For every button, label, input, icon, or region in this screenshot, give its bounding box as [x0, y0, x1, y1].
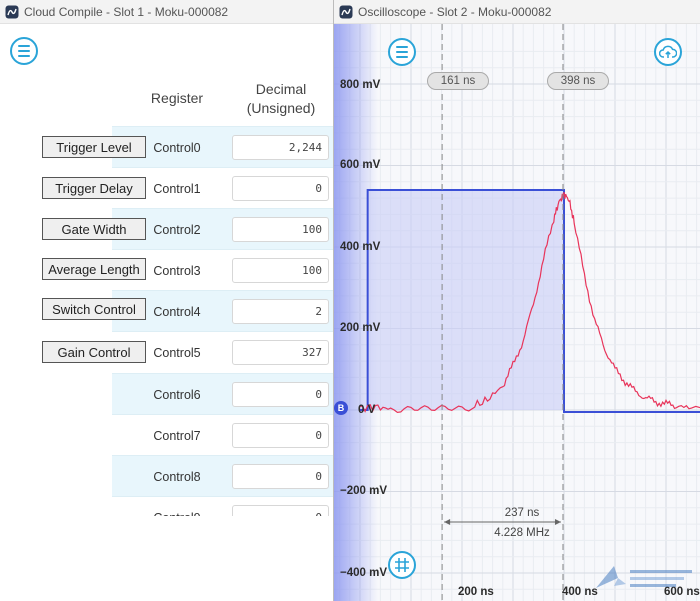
table-row: Control0 2,244 — [112, 126, 334, 167]
y-axis-label: −400 mV — [340, 567, 387, 579]
grid-toggle-icon[interactable] — [388, 551, 416, 579]
window-titlebar[interactable]: Cloud Compile - Slot 1 - Moku-000082 — [0, 0, 334, 24]
y-axis-label: 400 mV — [340, 241, 381, 253]
table-row: Control5 327 — [112, 331, 334, 372]
pulse-fill — [367, 189, 564, 410]
table-row: Control7 0 — [112, 414, 334, 455]
register-name: Control7 — [153, 428, 201, 443]
register-value-input[interactable]: 0 — [232, 382, 329, 407]
x-axis-label: 200 ns — [458, 586, 494, 598]
trigger-level-button[interactable]: Trigger Level — [42, 136, 146, 158]
delta-time-readout: 237 ns — [504, 507, 540, 519]
table-row: Control8 0 — [112, 455, 334, 496]
window-title: Oscilloscope - Slot 2 - Moku-000082 — [358, 4, 552, 19]
column-header-decimal-line1: Decimal — [255, 81, 307, 97]
y-axis-label: 0 V — [358, 404, 376, 416]
window-titlebar[interactable]: Oscilloscope - Slot 2 - Moku-000082 — [334, 0, 700, 24]
table-row: Control4 2 — [112, 290, 334, 331]
register-value-input[interactable]: 327 — [232, 340, 329, 365]
cursor-layer — [441, 24, 564, 601]
column-header-decimal: Decimal (Unsigned) — [232, 80, 330, 118]
menu-icon[interactable] — [10, 37, 38, 65]
register-value-input[interactable]: 0 — [232, 176, 329, 201]
register-value-input[interactable]: 100 — [232, 258, 329, 283]
y-axis-label: 200 mV — [340, 322, 381, 334]
delta-arrowhead-left — [444, 519, 451, 525]
moku-app-icon — [339, 5, 353, 18]
register-value-input[interactable]: 0 — [232, 464, 329, 489]
channel-b-trace — [359, 191, 700, 413]
delta-frequency-readout: 4.228 MHz — [494, 527, 550, 539]
column-header-register: Register — [150, 90, 204, 106]
register-name: Control0 — [153, 140, 201, 155]
cursor-a-label[interactable]: 161 ns — [427, 72, 489, 90]
trigger-delay-button[interactable]: Trigger Delay — [42, 177, 146, 199]
cloud-upload-icon[interactable] — [654, 38, 682, 66]
register-name: Control9 — [151, 497, 203, 517]
register-value-input[interactable]: 0 — [232, 423, 329, 448]
trace-layer — [359, 188, 700, 414]
x-axis-label: 600 ns — [664, 586, 700, 598]
table-row: Control3 100 — [112, 249, 334, 290]
register-name: Control5 — [153, 345, 201, 360]
y-axis-label: −200 mV — [340, 485, 387, 497]
table-row: Control2 100 — [112, 208, 334, 249]
gain-control-button[interactable]: Gain Control — [42, 341, 146, 363]
x-axis-label: 400 ns — [562, 586, 598, 598]
register-name: Control1 — [153, 181, 201, 196]
menu-icon[interactable] — [388, 38, 416, 66]
watermark-logo-icon — [596, 566, 692, 588]
register-name: Control3 — [153, 263, 201, 278]
moku-app-icon — [5, 5, 19, 18]
gate-width-button[interactable]: Gate Width — [42, 218, 146, 240]
channel-b-offset-marker[interactable]: B — [334, 401, 348, 415]
average-length-button[interactable]: Average Length — [42, 258, 146, 280]
window-title: Cloud Compile - Slot 1 - Moku-000082 — [24, 4, 229, 19]
table-row: Control6 0 — [112, 373, 334, 414]
y-axis-label: 800 mV — [340, 79, 381, 91]
register-value-input[interactable]: 0 — [232, 505, 329, 516]
register-name: Control4 — [153, 304, 201, 319]
cursor-b-label[interactable]: 398 ns — [547, 72, 609, 90]
oscilloscope-window: Oscilloscope - Slot 2 - Moku-000082 161 … — [333, 0, 700, 601]
switch-control-button[interactable]: Switch Control — [42, 298, 146, 320]
table-row: Control1 0 — [112, 167, 334, 208]
delta-arrowhead-right — [554, 519, 561, 525]
cloud-compile-window: Cloud Compile - Slot 1 - Moku-000082 Reg… — [0, 0, 334, 601]
column-header-decimal-line2: (Unsigned) — [246, 100, 316, 116]
register-value-input[interactable]: 2 — [232, 299, 329, 324]
channel-a-trace — [360, 188, 700, 414]
register-name: Control6 — [153, 387, 201, 402]
register-name: Control2 — [153, 222, 201, 237]
register-value-input[interactable]: 2,244 — [232, 135, 329, 160]
y-axis-label: 600 mV — [340, 159, 381, 171]
table-row-clipped: Control9 0 — [112, 496, 334, 516]
register-name: Control8 — [153, 469, 201, 484]
register-value-input[interactable]: 100 — [232, 217, 329, 242]
